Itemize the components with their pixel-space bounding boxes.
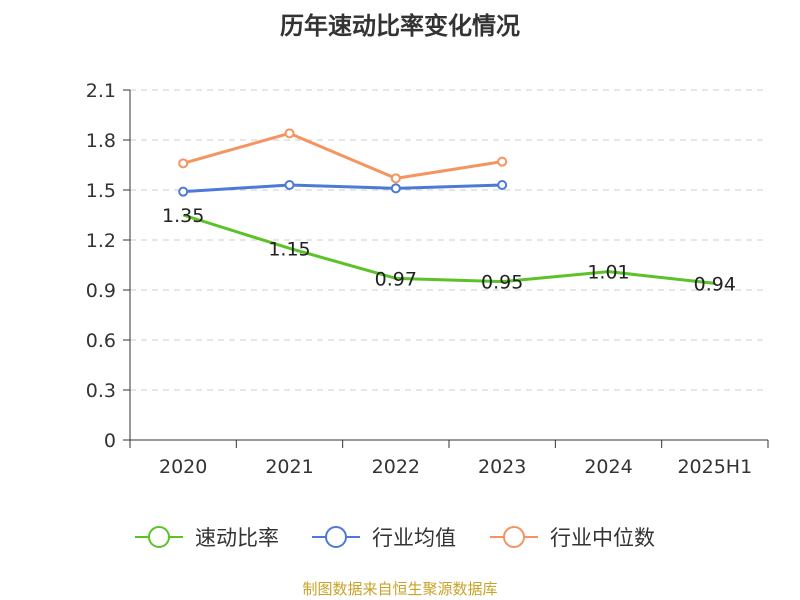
data-point-2: [284, 128, 295, 139]
data-label: 0.97: [375, 268, 417, 290]
x-tick-label: 2021: [265, 456, 313, 478]
x-tick-label: 2022: [372, 456, 420, 478]
data-point-1: [284, 180, 295, 190]
y-tick-label: 0.9: [86, 280, 116, 302]
legend-marker: [148, 526, 170, 548]
legend-marker: [503, 526, 525, 548]
data-label: 0.95: [481, 272, 523, 294]
source-note: 制图数据来自恒生聚源数据库: [302, 580, 498, 598]
series-line-0: [182, 213, 715, 285]
data-point-2: [178, 158, 189, 169]
y-tick-label: 2.1: [86, 80, 116, 102]
data-label: 1.15: [268, 238, 310, 260]
data-point-1: [497, 180, 508, 190]
series-line-1: [183, 183, 503, 194]
y-tick-label: 0: [104, 430, 116, 452]
y-tick-label: 1.8: [86, 130, 116, 152]
data-point-2: [390, 173, 401, 184]
legend-label: 速动比率: [195, 526, 279, 550]
y-tick-label: 0.6: [86, 330, 116, 352]
data-label: 0.94: [694, 273, 736, 295]
data-point-1: [178, 186, 189, 197]
legend-label: 行业均值: [372, 526, 456, 550]
data-point-1: [390, 183, 401, 194]
data-label: 1.01: [587, 262, 629, 284]
series-line-2: [182, 131, 503, 180]
legend-marker: [325, 526, 347, 548]
chart-title: 历年速动比率变化情况: [280, 12, 520, 40]
x-tick-label: 2020: [159, 456, 207, 478]
data-label: 1.35: [162, 205, 204, 227]
x-tick-label: 2025H1: [677, 456, 752, 478]
y-tick-label: 1.5: [86, 180, 116, 202]
x-tick-label: 2024: [584, 456, 632, 478]
data-point-2: [497, 156, 508, 167]
legend-label: 行业中位数: [550, 526, 655, 550]
y-tick-label: 0.3: [86, 380, 116, 402]
x-tick-label: 2023: [478, 456, 526, 478]
y-tick-label: 1.2: [86, 230, 116, 252]
